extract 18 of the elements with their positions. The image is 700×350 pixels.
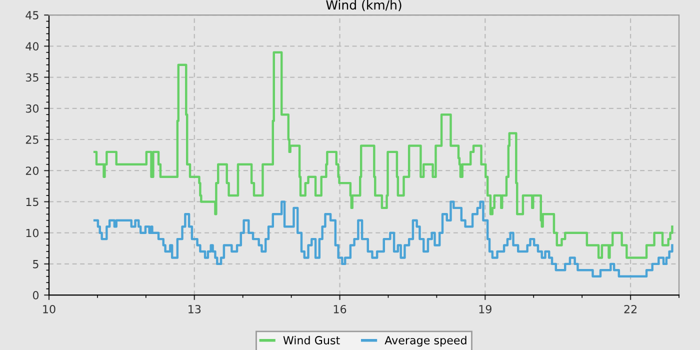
y-tick-label: 10 — [26, 228, 39, 238]
chart-title: Wind (km/h) — [326, 0, 402, 12]
x-tick-label: 19 — [479, 304, 492, 314]
legend-label: Average speed — [384, 336, 466, 347]
legend-label: Wind Gust — [283, 336, 340, 344]
x-tick-label: 13 — [188, 304, 201, 314]
y-tick-label: 0 — [32, 291, 39, 300]
y-tick-label: 30 — [26, 104, 39, 113]
y-tick-label: 5 — [33, 260, 38, 268]
y-tick-label: 25 — [26, 135, 38, 144]
x-tick-label: 22 — [624, 304, 636, 314]
x-tick-label: 16 — [334, 304, 346, 314]
y-tick-label: 40 — [26, 42, 39, 51]
y-tick-label: 15 — [26, 198, 38, 206]
y-tick-label: 45 — [26, 11, 38, 20]
y-tick-label: 35 — [26, 73, 38, 82]
y-tick-label: 20 — [26, 166, 39, 175]
x-tick-label: 10 — [43, 304, 56, 314]
